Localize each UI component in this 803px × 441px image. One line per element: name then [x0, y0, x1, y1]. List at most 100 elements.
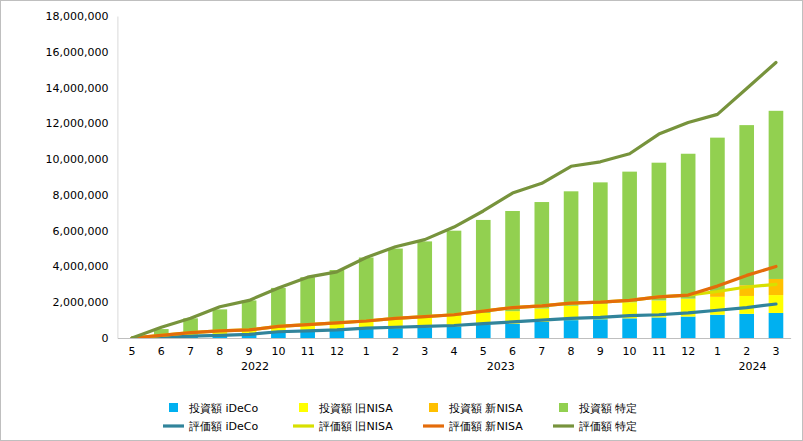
tick: 9 — [246, 345, 253, 358]
bar — [300, 332, 315, 338]
tick-label: 6 — [158, 345, 165, 358]
tick: 2,000,000 — [52, 296, 117, 309]
tick-label: 8 — [216, 345, 223, 358]
line — [132, 266, 776, 338]
tick: 12,000,000 — [45, 117, 117, 130]
bar — [622, 318, 637, 338]
bar — [769, 313, 784, 338]
bar-series — [154, 111, 783, 336]
tick: 0 — [101, 332, 117, 345]
bar — [534, 322, 549, 338]
tick-label: 6,000,000 — [52, 225, 108, 238]
bar — [681, 154, 696, 299]
bar — [505, 211, 520, 311]
tick: 9 — [597, 345, 604, 358]
legend-label: 投資額 特定 — [578, 402, 638, 415]
tick-label: 1 — [714, 345, 721, 358]
tick: 1 — [363, 345, 370, 358]
axis-line — [118, 338, 791, 339]
bar — [447, 231, 462, 316]
tick: 11 — [301, 345, 315, 358]
tick-label: 5 — [129, 345, 136, 358]
bar — [242, 300, 257, 330]
legend-swatch — [163, 424, 184, 427]
bar — [710, 138, 725, 292]
tick-label: 7 — [187, 345, 194, 358]
bar — [739, 125, 754, 285]
bar — [330, 270, 345, 324]
bar — [534, 202, 549, 308]
tick: 18,000,000 — [45, 10, 117, 23]
legend-item: 評価額 新NISA — [423, 420, 523, 433]
legend: 投資額 iDeCo 投資額 旧NISA 投資額 新NISA 投資額 特定評価額 iDe… — [163, 402, 638, 433]
legend-label: 投資額 旧NISA — [318, 402, 393, 415]
legend-swatch — [169, 403, 178, 412]
bar — [710, 315, 725, 338]
bar — [593, 182, 608, 304]
tick: 14,000,000 — [45, 82, 117, 95]
tick: 1 — [714, 345, 721, 358]
legend-swatch — [423, 424, 444, 427]
bar — [330, 331, 345, 338]
tick: 7 — [187, 345, 194, 358]
tick: 7 — [538, 345, 545, 358]
legend-label: 投資額 iDeCo — [188, 402, 258, 415]
tick-label: 9 — [597, 345, 604, 358]
tick-label: 2,000,000 — [52, 296, 108, 309]
tick-label: 6 — [509, 345, 516, 358]
tick: 12 — [681, 345, 695, 358]
tick: 6,000,000 — [52, 225, 117, 238]
bar — [652, 163, 667, 301]
line — [132, 304, 776, 338]
plot-marks — [132, 63, 783, 338]
tick: 16,000,000 — [45, 46, 117, 59]
tick: 4 — [451, 345, 458, 358]
tick-label: 2 — [392, 345, 399, 358]
legend-item: 投資額 旧NISA — [299, 402, 393, 415]
annotation: 2023 — [487, 360, 515, 373]
tick-label: 7 — [538, 345, 545, 358]
tick: 10,000,000 — [45, 153, 117, 166]
tick: 11 — [652, 345, 666, 358]
tick-label: 12,000,000 — [45, 117, 108, 130]
tick: 3 — [421, 345, 428, 358]
bar — [417, 327, 432, 338]
bar — [739, 314, 754, 338]
tick: 5 — [480, 345, 487, 358]
bar — [681, 317, 696, 338]
chart-border — [1, 1, 803, 441]
bar — [564, 320, 579, 338]
bar — [271, 288, 286, 327]
chart: 0 2,000,000 4,000,000 6,000,000 8,000,000 10,… — [0, 0, 803, 441]
tick: 8 — [568, 345, 575, 358]
tick-label: 4,000,000 — [52, 260, 108, 273]
bar — [300, 277, 315, 325]
bar — [388, 249, 403, 320]
legend-label: 評価額 旧NISA — [319, 420, 393, 433]
tick-label: 1 — [363, 345, 370, 358]
legend-item: 投資額 iDeCo — [169, 402, 258, 415]
tick-label: 9 — [246, 345, 253, 358]
tick: 8,000,000 — [52, 189, 117, 202]
bar — [476, 220, 491, 313]
tick-label: 2 — [743, 345, 750, 358]
legend-label: 評価額 iDeCo — [189, 420, 258, 433]
tick-label: 4 — [451, 345, 458, 358]
bar — [593, 319, 608, 338]
tick-label: 11 — [652, 345, 666, 358]
tick-label: 14,000,000 — [45, 82, 108, 95]
bar — [447, 326, 462, 338]
tick: 3 — [772, 345, 779, 358]
tick-label: 0 — [101, 332, 108, 345]
tick: 6 — [509, 345, 516, 358]
annotation: 2022 — [241, 360, 269, 373]
axis-line — [117, 17, 118, 339]
bar — [359, 329, 374, 338]
legend-item: 投資額 新NISA — [429, 402, 523, 415]
tick: 6 — [158, 345, 165, 358]
tick: 5 — [129, 345, 136, 358]
annotation: 2024 — [739, 360, 767, 373]
tick: 2 — [743, 345, 750, 358]
tick-label: 12 — [681, 345, 695, 358]
y-axis: 0 2,000,000 4,000,000 6,000,000 8,000,000 10,… — [45, 10, 117, 345]
